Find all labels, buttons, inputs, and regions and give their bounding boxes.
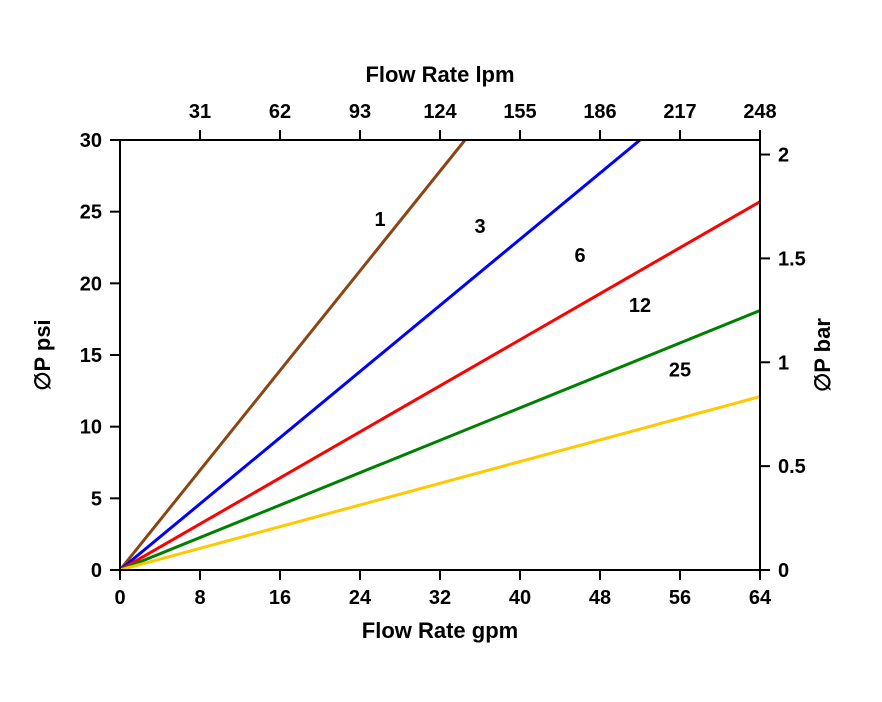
series-group — [120, 140, 760, 570]
series-label: 25 — [669, 360, 691, 382]
x-top-tick-label: 124 — [423, 101, 457, 123]
y-left-tick-label: 5 — [91, 488, 102, 510]
series-label: 12 — [629, 295, 651, 317]
series-line — [120, 397, 760, 570]
x-top-tick-label: 186 — [583, 101, 616, 123]
x-bottom-tick-label: 24 — [349, 587, 372, 609]
series-label: 3 — [474, 216, 485, 238]
y-right-tick-label: 1.5 — [778, 248, 806, 270]
y-left-tick-label: 0 — [91, 560, 102, 582]
x-bottom-title: Flow Rate gpm — [362, 618, 518, 643]
x-bottom-tick-label: 56 — [669, 587, 691, 609]
y-left-tick-label: 20 — [80, 273, 102, 295]
x-bottom-tick-label: 16 — [269, 587, 291, 609]
x-bottom-tick-label: 48 — [589, 587, 611, 609]
x-top-tick-label: 155 — [503, 101, 536, 123]
y-right-tick-label: 0 — [778, 560, 789, 582]
y-right-tick-label: 1 — [778, 352, 789, 374]
y-right-tick-label: 2 — [778, 145, 789, 167]
x-top-title: Flow Rate lpm — [365, 62, 514, 87]
plot-border — [120, 140, 760, 570]
y-left-tick-label: 25 — [80, 202, 102, 224]
x-top-tick-label: 217 — [663, 101, 696, 123]
chart-svg: 0816243240485664Flow Rate gpm31629312415… — [0, 0, 882, 702]
y-left-tick-label: 10 — [80, 417, 102, 439]
y-left-tick-label: 15 — [80, 345, 102, 367]
series-line — [120, 202, 760, 570]
series-line — [120, 311, 760, 570]
x-bottom-tick-label: 0 — [114, 587, 125, 609]
y-left-title: ∅P psi — [30, 319, 55, 390]
series-line — [120, 140, 640, 570]
x-bottom-tick-label: 64 — [749, 587, 772, 609]
x-bottom-tick-label: 40 — [509, 587, 531, 609]
x-top-tick-label: 31 — [189, 101, 211, 123]
x-top-tick-label: 93 — [349, 101, 371, 123]
x-bottom-tick-label: 8 — [194, 587, 205, 609]
series-label: 1 — [374, 209, 385, 231]
x-top-tick-label: 248 — [743, 101, 776, 123]
y-right-tick-label: 0.5 — [778, 456, 806, 478]
x-top-tick-label: 62 — [269, 101, 291, 123]
series-line — [120, 140, 465, 570]
pressure-flow-chart: 0816243240485664Flow Rate gpm31629312415… — [0, 0, 882, 702]
series-label: 6 — [574, 245, 585, 267]
y-right-title: ∅P bar — [810, 318, 835, 392]
y-left-tick-label: 30 — [80, 130, 102, 152]
x-bottom-tick-label: 32 — [429, 587, 451, 609]
